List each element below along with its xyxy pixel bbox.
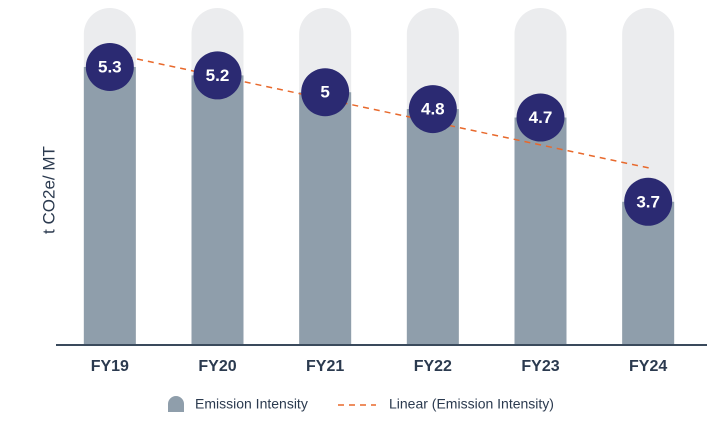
bar bbox=[299, 92, 352, 345]
value-marker bbox=[85, 42, 134, 91]
x-tick-label: FY20 bbox=[198, 358, 236, 375]
legend-label: Emission Intensity bbox=[195, 396, 308, 412]
y-axis-label: t CO2e/ MT bbox=[39, 146, 58, 234]
data-label: 5.2 bbox=[206, 66, 230, 85]
data-label: 3.7 bbox=[636, 192, 660, 211]
bar bbox=[514, 117, 567, 346]
x-tick-label: FY19 bbox=[91, 358, 129, 375]
legend-label: Linear (Emission Intensity) bbox=[389, 396, 554, 412]
x-tick-label: FY21 bbox=[306, 358, 344, 375]
trendline bbox=[104, 51, 654, 170]
value-marker bbox=[408, 85, 457, 134]
data-label: 4.8 bbox=[421, 100, 445, 119]
bar bbox=[83, 66, 136, 345]
x-tick-label: FY23 bbox=[521, 358, 559, 375]
bar bbox=[191, 75, 244, 346]
legend-swatch bbox=[168, 396, 184, 412]
value-marker bbox=[193, 51, 242, 100]
x-tick-label: FY24 bbox=[629, 358, 667, 375]
value-marker bbox=[624, 177, 673, 226]
data-label: 5 bbox=[320, 83, 329, 102]
bar bbox=[406, 109, 459, 345]
value-marker bbox=[516, 93, 565, 142]
data-label: 4.7 bbox=[529, 108, 553, 127]
data-label: 5.3 bbox=[98, 57, 122, 76]
x-tick-label: FY22 bbox=[414, 358, 452, 375]
value-marker bbox=[301, 68, 350, 117]
